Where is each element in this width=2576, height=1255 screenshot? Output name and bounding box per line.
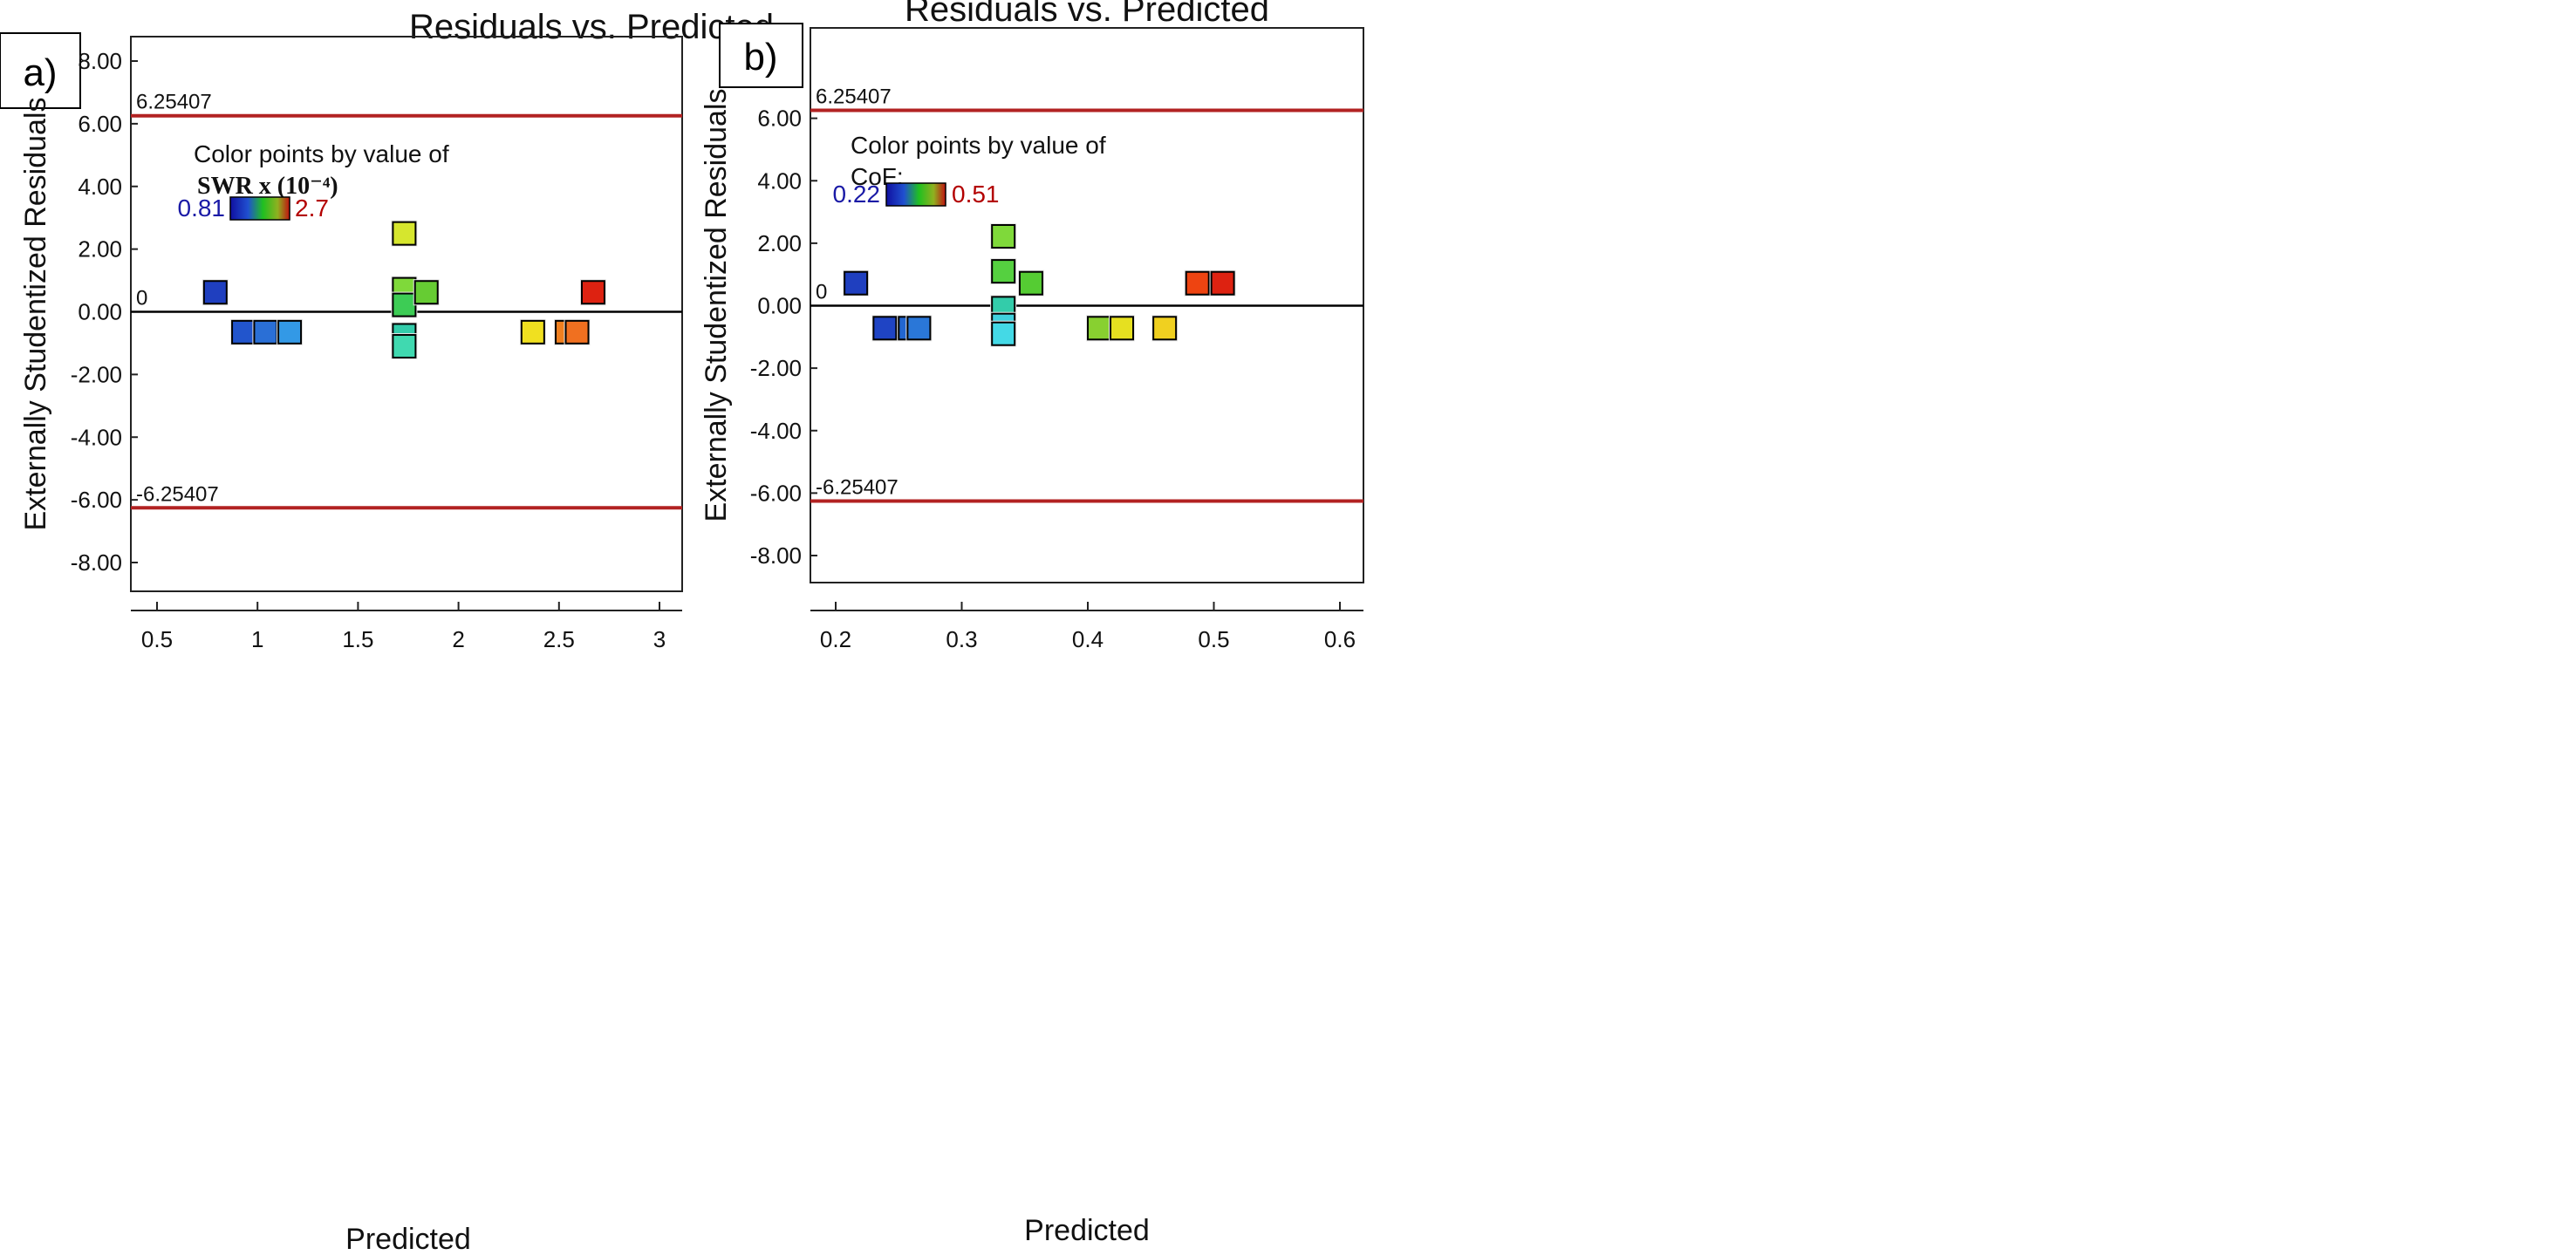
panel-b-legend-min: 0.22 (833, 181, 881, 208)
x-tick-label: 0.5 (1198, 626, 1229, 652)
panel-b-legend: Color points by value of CoF: 0.22 0.51 (833, 132, 1106, 208)
data-point (520, 319, 545, 344)
y-tick-label: 2.00 (78, 236, 122, 263)
data-point (872, 316, 898, 341)
reference-line-label: 0 (816, 281, 827, 304)
panel-b-legend-title: Color points by value of (851, 132, 1106, 159)
data-point (1110, 316, 1135, 341)
panel-b-y-axis-label: Externally Studentized Residuals (700, 88, 733, 522)
data-point (906, 316, 932, 341)
data-point (413, 280, 439, 305)
y-tick-label: 0.00 (757, 293, 802, 319)
panel-a-label-box (0, 32, 81, 109)
panel-a-label: a) (23, 51, 57, 94)
panel-b-ticks: 6.00 4.00 2.00 0.00 -2.00 -4.00 -6.00 -8.00 0.2 0… (750, 106, 1363, 652)
y-tick-label: 6.00 (78, 111, 122, 137)
x-tick-label: 0.6 (1324, 626, 1356, 652)
panel-a-points (202, 220, 606, 360)
panel-b-legend-max: 0.51 (952, 181, 1000, 208)
panel-a: Residuals vs. Predicted a) 8.00 6.00 4.00 2… (0, 8, 774, 1255)
data-point (202, 280, 228, 305)
data-point (1152, 316, 1178, 341)
x-tick-label: 0.3 (946, 626, 977, 652)
x-tick-label: 0.5 (141, 626, 173, 652)
x-tick-label: 0.2 (820, 626, 851, 652)
panel-a-title: Residuals vs. Predicted (409, 8, 774, 46)
x-tick-label: 1.5 (342, 626, 373, 652)
data-point (392, 334, 417, 359)
data-point (277, 319, 303, 344)
panel-b: Residuals vs. Predicted b) 6.00 4.00 2.00 0… (700, 0, 1364, 1247)
panel-a-legend-min: 0.81 (178, 194, 226, 222)
data-point (231, 319, 256, 344)
x-tick-label: 2.5 (543, 626, 575, 652)
y-tick-label: -6.00 (71, 487, 122, 513)
panel-a-ticks: 8.00 6.00 4.00 2.00 0.00 -2.00 -4.00 -6.00 -8.00… (71, 48, 682, 652)
y-tick-label: 6.00 (757, 106, 802, 132)
reference-line-label: 0 (136, 287, 147, 310)
y-tick-label: 2.00 (757, 230, 802, 256)
panel-a-legend-title: Color points by value of (194, 140, 449, 167)
data-point (1210, 270, 1235, 296)
panel-a-legend-variable: SWR x (10⁻⁴) (197, 173, 338, 200)
data-point (1185, 270, 1210, 296)
x-tick-label: 3 (653, 626, 666, 652)
y-tick-label: -2.00 (71, 361, 122, 387)
data-point (1087, 316, 1112, 341)
x-tick-label: 2 (452, 626, 464, 652)
data-point (1018, 270, 1043, 296)
data-point (564, 319, 590, 344)
data-point (253, 319, 278, 344)
panel-b-title: Residuals vs. Predicted (905, 0, 1269, 29)
panel-a-plot-frame (130, 36, 683, 592)
panel-b-legend-gradient (885, 182, 946, 207)
panel-a-y-axis-label: Externally Studentized Residuals (19, 97, 52, 530)
reference-line-label: 6.25407 (136, 91, 212, 114)
data-point (991, 321, 1016, 346)
data-point (991, 223, 1016, 249)
x-tick-label: 1 (251, 626, 263, 652)
data-point (392, 292, 417, 317)
panel-a-legend-max: 2.7 (295, 194, 329, 222)
data-point (844, 270, 869, 296)
data-point (580, 280, 605, 305)
y-tick-label: 8.00 (78, 48, 122, 74)
y-tick-label: 0.00 (78, 299, 122, 325)
y-tick-label: -4.00 (71, 424, 122, 450)
panel-b-label-box (719, 23, 803, 88)
y-tick-label: -6.00 (750, 480, 802, 506)
panel-b-points (843, 222, 1236, 347)
data-point (991, 259, 1016, 284)
panel-a-legend: Color points by value of SWR x (10⁻⁴) 0.… (178, 140, 449, 222)
y-tick-label: -2.00 (750, 355, 802, 381)
y-tick-label: 4.00 (757, 167, 802, 194)
y-tick-label: -8.00 (750, 542, 802, 569)
reference-line-label: -6.25407 (136, 482, 219, 506)
panel-b-reference-lines: 6.25407 0 -6.25407 (810, 85, 1363, 503)
panel-b-x-axis-label: Predicted (1024, 1214, 1150, 1247)
x-tick-label: 0.4 (1072, 626, 1104, 652)
panel-a-x-axis-label: Predicted (345, 1223, 471, 1255)
reference-line-label: -6.25407 (816, 475, 899, 499)
y-tick-label: 4.00 (78, 174, 122, 200)
panel-b-label: b) (743, 36, 777, 78)
data-point (392, 221, 417, 246)
y-tick-label: -4.00 (750, 418, 802, 444)
panel-a-legend-gradient (229, 196, 290, 221)
y-tick-label: -8.00 (71, 549, 122, 576)
reference-line-label: 6.25407 (816, 85, 892, 109)
